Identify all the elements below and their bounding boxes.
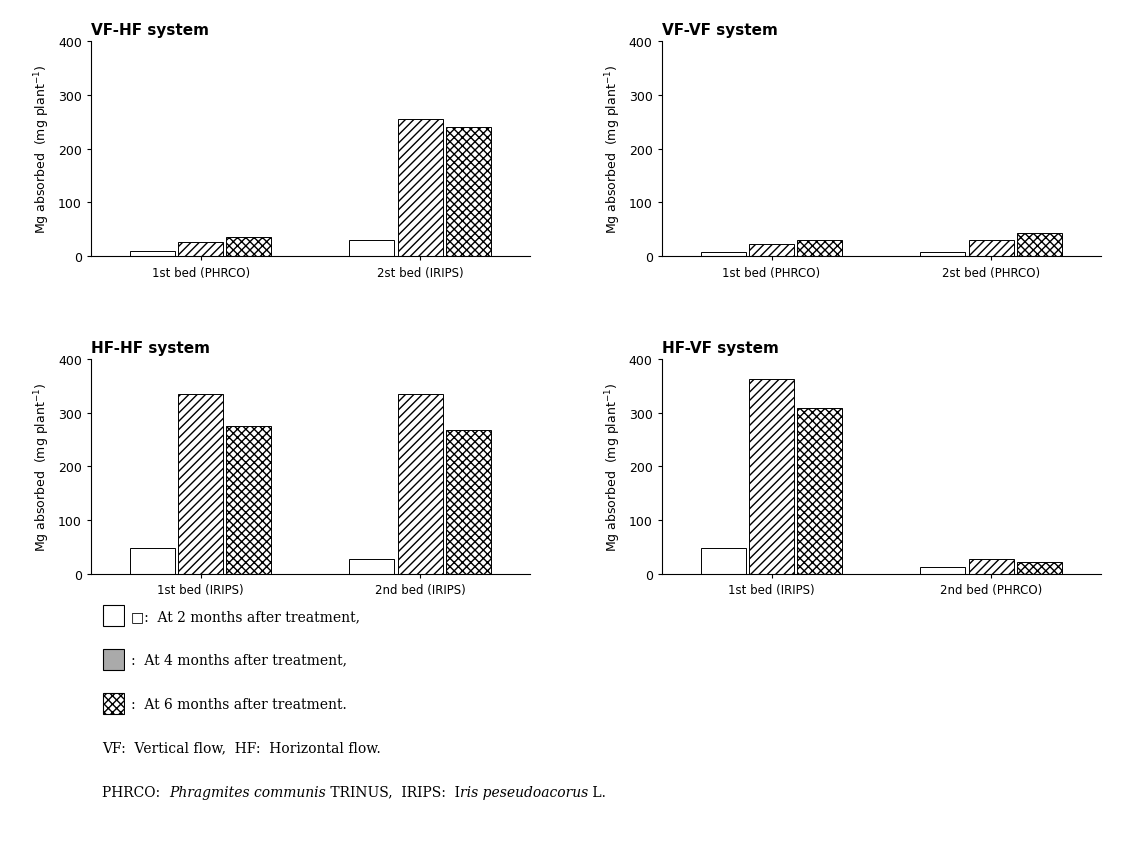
Bar [178,394,224,574]
Bar [920,567,965,574]
Text: PHRCO:: PHRCO: [102,785,169,798]
Text: HF-HF system: HF-HF system [91,341,210,355]
Text: HF-VF system: HF-VF system [662,341,779,355]
Bar [227,238,271,257]
Bar [968,559,1014,574]
Text: TRINUS,  IRIPS:  I: TRINUS, IRIPS: I [326,785,460,798]
Bar [350,559,394,574]
Bar [798,241,842,257]
Bar [350,241,394,257]
Bar [446,430,491,574]
Bar [700,549,746,574]
Bar [700,252,746,257]
Bar [798,408,842,574]
Bar [1017,234,1062,257]
Text: □:  At 2 months after treatment,: □: At 2 months after treatment, [131,609,360,623]
Bar [920,252,965,257]
Y-axis label: Mg absorbed  (mg plant$^{-1}$): Mg absorbed (mg plant$^{-1}$) [33,65,52,234]
Bar [397,394,443,574]
Text: :  At 6 months after treatment.: : At 6 months after treatment. [131,697,346,711]
Bar [1017,562,1062,574]
Bar [129,252,175,257]
Bar [178,243,224,257]
Bar [397,120,443,257]
Text: VF-HF system: VF-HF system [91,24,209,38]
Bar [749,245,794,257]
Text: L.: L. [588,785,606,798]
Bar [968,241,1014,257]
Text: VF-VF system: VF-VF system [662,24,777,38]
Bar [227,426,271,574]
Text: Phragmites communis: Phragmites communis [169,785,326,798]
Text: ris peseudoacorus: ris peseudoacorus [460,785,588,798]
Bar [749,380,794,574]
Y-axis label: Mg absorbed  (mg plant$^{-1}$): Mg absorbed (mg plant$^{-1}$) [604,382,623,551]
Text: VF:  Vertical flow,  HF:  Horizontal flow.: VF: Vertical flow, HF: Horizontal flow. [102,741,381,755]
Bar [446,128,491,257]
Y-axis label: Mg absorbed  (mg plant$^{-1}$): Mg absorbed (mg plant$^{-1}$) [604,65,623,234]
Y-axis label: Mg absorbed  (mg plant$^{-1}$): Mg absorbed (mg plant$^{-1}$) [33,382,52,551]
Text: :  At 4 months after treatment,: : At 4 months after treatment, [131,653,346,667]
Bar [129,549,175,574]
